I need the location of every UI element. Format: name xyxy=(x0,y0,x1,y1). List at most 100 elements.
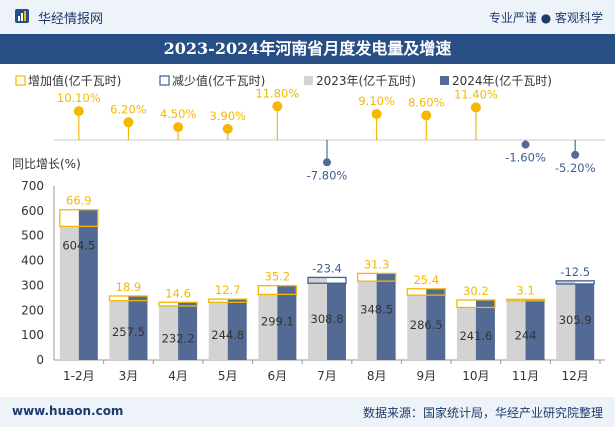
bar-2023-2 xyxy=(109,300,129,360)
change-box-9 xyxy=(456,299,496,309)
value-label-2024-11: 305.9 xyxy=(559,313,592,327)
legend-swatch-1 xyxy=(15,75,26,86)
x-tick-label-9: 10月 xyxy=(462,369,489,383)
change-label-8: 25.4 xyxy=(413,273,439,287)
bar-2024-3 xyxy=(178,302,198,360)
change-box-2 xyxy=(108,295,149,302)
growth-label-8: 8.60% xyxy=(408,95,445,109)
value-label-2024-1: 604.5 xyxy=(62,239,95,253)
tagline: 专业严谨 ● 客观科学 xyxy=(488,11,603,25)
growth-dot-4 xyxy=(222,123,233,134)
bar-2023-1 xyxy=(59,226,79,360)
website-url[interactable]: www.huaon.com xyxy=(12,404,124,418)
y-tick-label-700: 700 xyxy=(21,179,44,193)
x-tick-label-11: 12月 xyxy=(562,369,589,383)
value-label-2024-2: 257.5 xyxy=(112,325,145,339)
value-label-2024-3: 232.2 xyxy=(162,331,195,345)
top-bar xyxy=(0,0,615,34)
change-box-4 xyxy=(208,298,248,303)
bar-2023-9 xyxy=(456,307,476,360)
legend-label-3: 2023年(亿千瓦时) xyxy=(316,73,416,88)
growth-label-2: 6.20% xyxy=(110,102,147,116)
change-box-1 xyxy=(59,209,99,228)
y-tick-label-500: 500 xyxy=(21,229,44,243)
growth-dot-8 xyxy=(421,110,432,121)
bar-2024-2 xyxy=(128,295,148,360)
growth-label-7: 9.10% xyxy=(358,94,395,108)
growth-label-10: -1.60% xyxy=(505,151,546,165)
title-bar xyxy=(0,34,615,64)
bar-2024-10 xyxy=(525,299,545,360)
growth-label-4: 3.90% xyxy=(209,109,246,123)
change-label-2: 18.9 xyxy=(116,280,142,294)
chart-title: 2023-2024年河南省月度发电量及增速 xyxy=(163,39,452,58)
y-tick-label-300: 300 xyxy=(21,278,44,292)
chart-canvas: 增加值(亿千瓦时) 减少值(亿千瓦时) 2023年(亿千瓦时) 2024年(亿千瓦时)… xyxy=(12,73,605,383)
bar-2023-10 xyxy=(506,300,526,360)
value-label-2024-8: 286.5 xyxy=(410,318,443,332)
y-tick-label-100: 100 xyxy=(21,328,44,342)
value-label-2024-6: 308.8 xyxy=(311,312,344,326)
y-tick-label-200: 200 xyxy=(21,303,44,317)
growth-dot-7 xyxy=(371,109,382,119)
change-box-11 xyxy=(555,280,595,285)
growth-dot-1 xyxy=(73,106,84,117)
x-tick-label-6: 7月 xyxy=(317,369,337,383)
growth-dot-11 xyxy=(571,150,580,159)
bar-2024-7 xyxy=(376,273,396,360)
value-label-2024-5: 299.1 xyxy=(261,315,294,329)
bar-2024-9 xyxy=(475,299,495,360)
growth-dot-5 xyxy=(272,101,283,112)
legend-label-2: 减少值(亿千瓦时) xyxy=(172,73,265,88)
bar-2024-5 xyxy=(277,285,297,360)
change-box-10 xyxy=(505,298,546,302)
y-tick-label-0: 0 xyxy=(36,353,44,367)
growth-dot-6 xyxy=(323,158,331,167)
change-box-5 xyxy=(257,285,298,296)
change-label-10: 3.1 xyxy=(516,283,534,297)
bar-2024-6 xyxy=(327,283,346,360)
change-label-7: 31.3 xyxy=(364,257,390,271)
growth-label-11: -5.20% xyxy=(555,161,596,175)
x-tick-label-1: 1-2月 xyxy=(63,369,95,383)
change-label-3: 14.6 xyxy=(165,286,191,300)
bar-2024-1 xyxy=(78,209,98,360)
value-label-2024-7: 348.5 xyxy=(360,302,393,316)
bar-2024-8 xyxy=(426,288,446,360)
legend-label-4: 2024年(亿千瓦时) xyxy=(452,73,552,88)
bar-2023-11 xyxy=(556,280,576,360)
legend-swatch-2 xyxy=(159,75,170,86)
data-source: 数据来源：国家统计局，华经产业研究院整理 xyxy=(362,406,603,420)
growth-dot-9 xyxy=(470,102,481,113)
change-label-6: -23.4 xyxy=(312,261,342,275)
change-box-7 xyxy=(356,272,397,282)
legend-swatch-3 xyxy=(304,76,313,85)
x-tick-label-3: 4月 xyxy=(168,369,188,383)
change-label-11: -12.5 xyxy=(560,265,590,279)
footer-bar xyxy=(0,397,615,427)
bar-2023-3 xyxy=(159,305,179,360)
growth-dot-2 xyxy=(123,117,134,128)
growth-dot-10 xyxy=(521,140,530,149)
y-axis-title: 同比增长(%) xyxy=(12,157,81,171)
x-tick-label-2: 3月 xyxy=(119,369,139,383)
bar-2023-5 xyxy=(258,294,278,360)
change-box-8 xyxy=(406,288,446,296)
x-tick-label-10: 11月 xyxy=(512,369,539,383)
brand-name: 华经情报网 xyxy=(38,12,104,27)
huajing-logo-icon xyxy=(15,9,29,23)
legend-label-1: 增加值(亿千瓦时) xyxy=(28,73,121,88)
growth-label-1: 10.10% xyxy=(57,91,101,105)
change-label-4: 12.7 xyxy=(215,283,241,297)
growth-label-9: 11.40% xyxy=(454,87,498,101)
x-tick-label-5: 6月 xyxy=(268,369,288,383)
growth-dot-3 xyxy=(173,122,184,133)
growth-label-5: 11.80% xyxy=(255,86,299,100)
bar-2024-11 xyxy=(575,283,595,360)
x-tick-label-4: 5月 xyxy=(218,369,238,383)
value-label-2024-4: 244.8 xyxy=(211,328,244,342)
value-label-2024-10: 244 xyxy=(515,328,537,342)
change-box-3 xyxy=(158,301,198,307)
x-tick-label-8: 9月 xyxy=(416,369,436,383)
y-tick-label-400: 400 xyxy=(21,254,44,268)
